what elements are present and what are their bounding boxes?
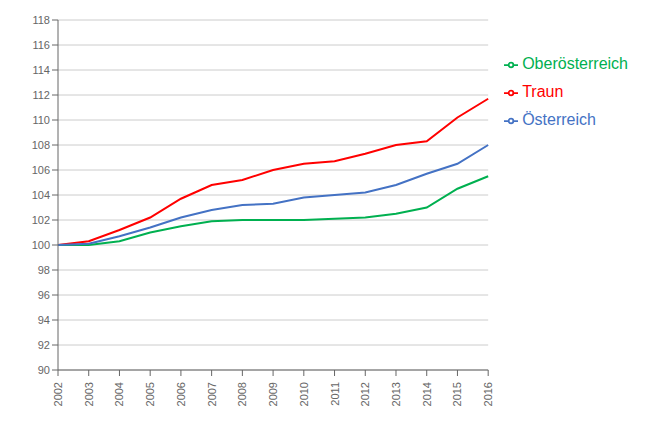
svg-text:102: 102: [32, 214, 50, 226]
svg-text:118: 118: [32, 14, 50, 26]
svg-text:2007: 2007: [206, 382, 218, 406]
svg-text:2002: 2002: [52, 382, 64, 406]
svg-text:2010: 2010: [298, 382, 310, 406]
svg-text:112: 112: [32, 89, 50, 101]
svg-text:2014: 2014: [421, 382, 433, 406]
svg-text:92: 92: [38, 339, 50, 351]
svg-text:98: 98: [38, 264, 50, 276]
svg-text:116: 116: [32, 39, 50, 51]
svg-text:2003: 2003: [83, 382, 95, 406]
html-text:Österreich: Österreich: [522, 111, 596, 128]
svg-text:2006: 2006: [175, 382, 187, 406]
svg-text:2012: 2012: [359, 382, 371, 406]
svg-text:104: 104: [32, 189, 50, 201]
html-text:Oberösterreich: Oberösterreich: [522, 55, 628, 72]
html-text:Traun: Traun: [522, 83, 564, 100]
svg-text:114: 114: [32, 64, 50, 76]
svg-text:2004: 2004: [113, 382, 125, 406]
svg-text:2016: 2016: [482, 382, 494, 406]
svg-text:2015: 2015: [451, 382, 463, 406]
svg-text:2013: 2013: [390, 382, 402, 406]
svg-text:2008: 2008: [236, 382, 248, 406]
svg-text:110: 110: [32, 114, 50, 126]
svg-text:106: 106: [32, 164, 50, 176]
svg-text:2005: 2005: [144, 382, 156, 406]
svg-text:2011: 2011: [329, 382, 341, 406]
svg-text:108: 108: [32, 139, 50, 151]
svg-text:96: 96: [38, 289, 50, 301]
svg-text:2009: 2009: [267, 382, 279, 406]
svg-text:100: 100: [32, 239, 50, 251]
svg-text:94: 94: [38, 314, 50, 326]
svg-text:90: 90: [38, 364, 50, 376]
